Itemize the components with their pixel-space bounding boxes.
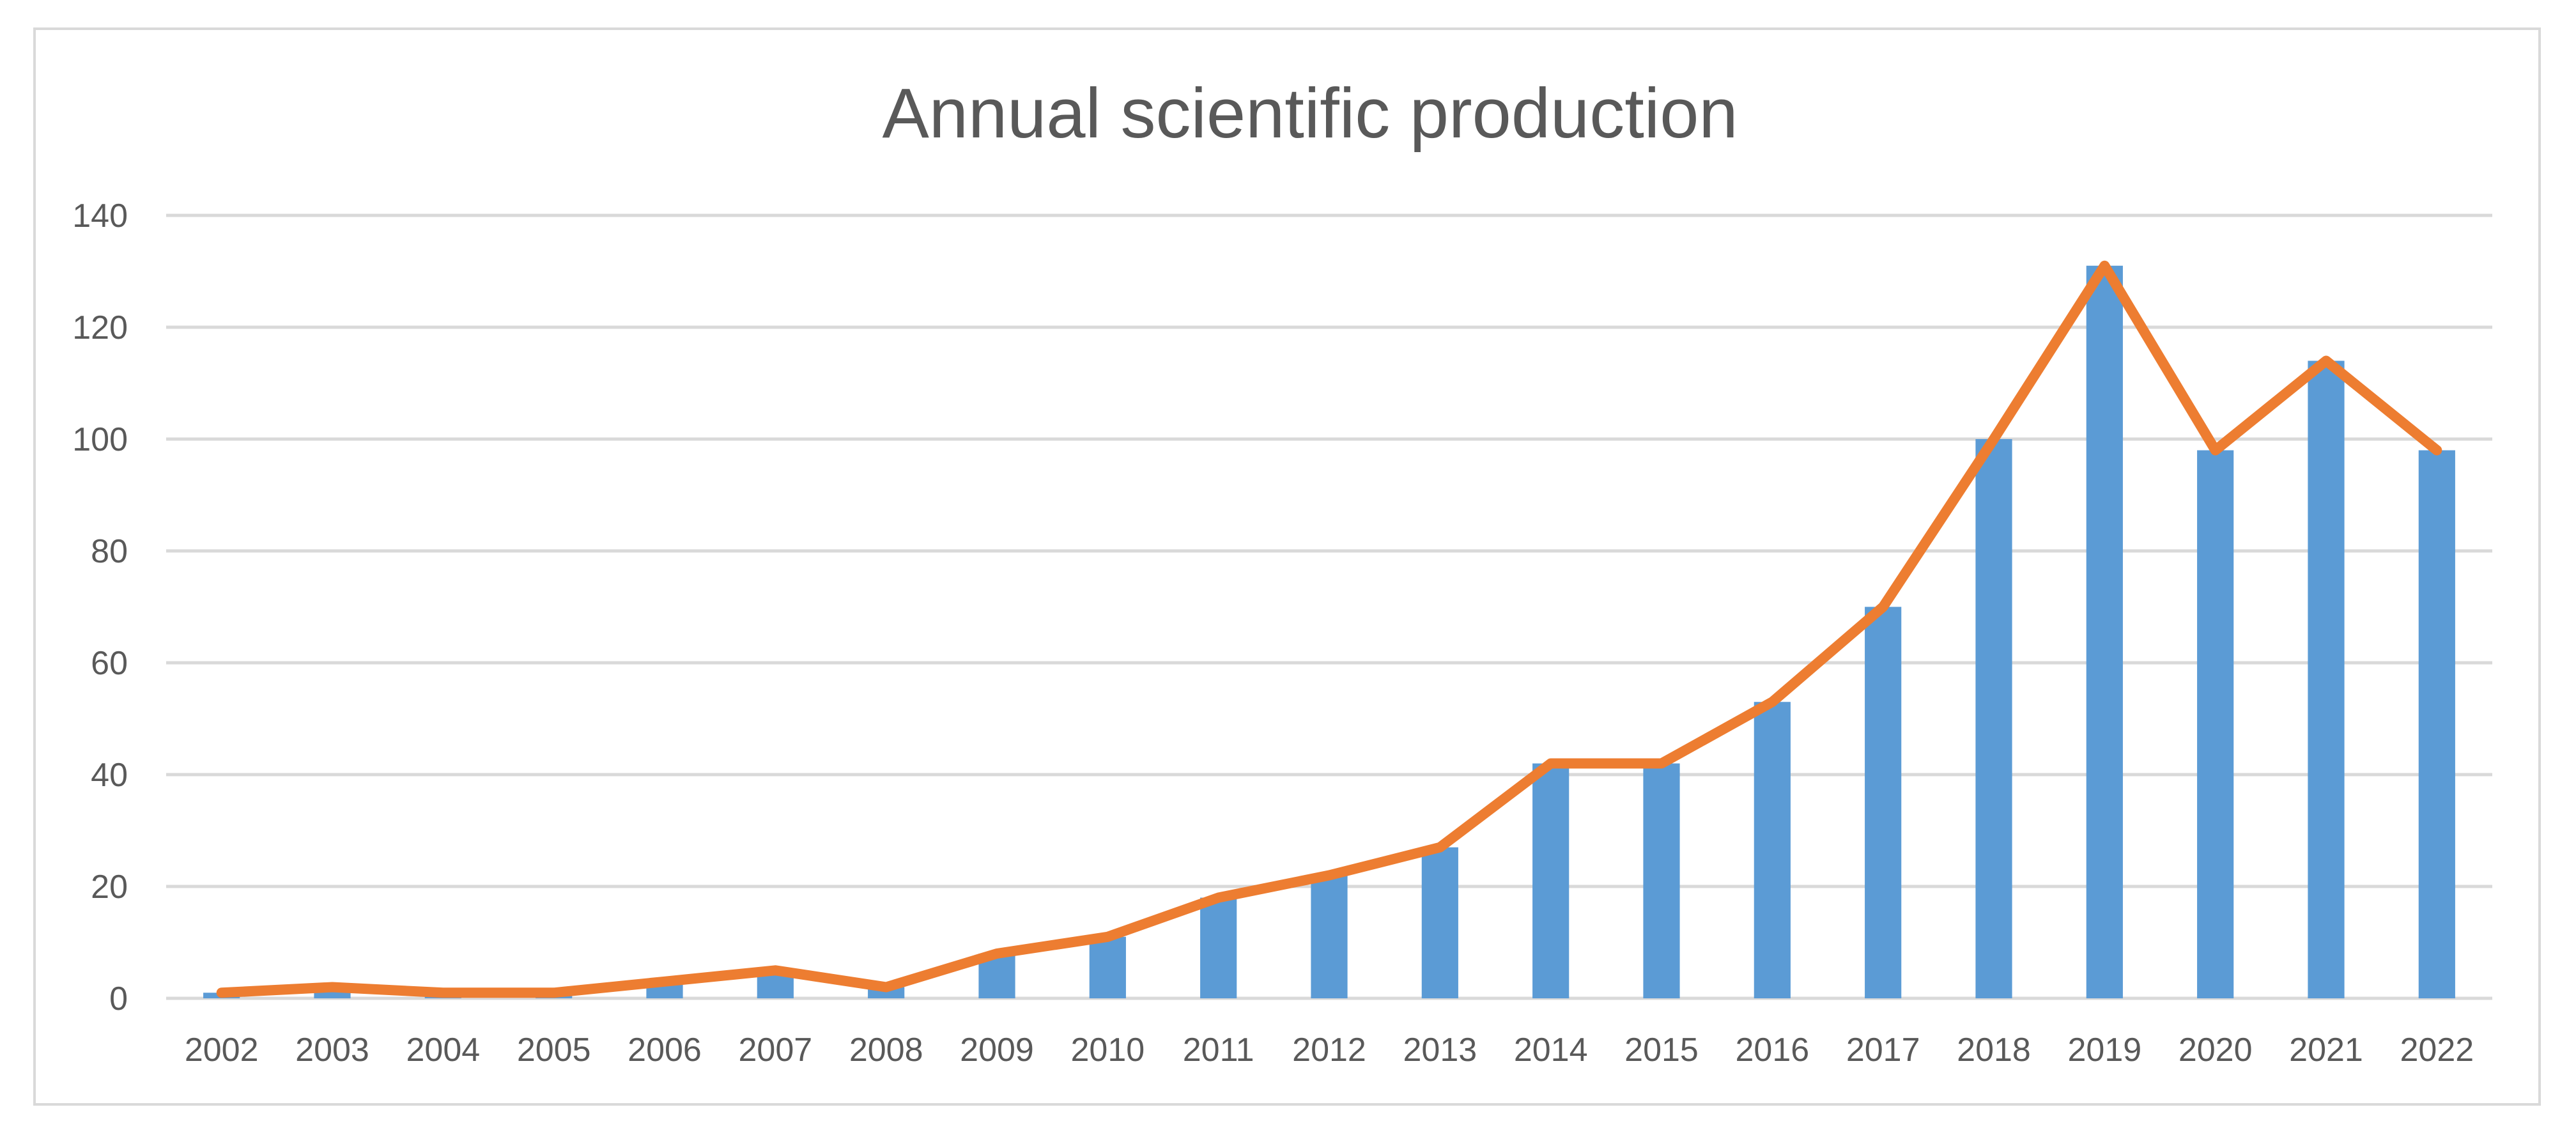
x-tick-label: 2020: [2179, 1032, 2253, 1069]
x-tick-label: 2015: [1624, 1032, 1699, 1069]
bar-2019: [2086, 265, 2123, 998]
x-tick-label: 2014: [1514, 1032, 1588, 1069]
y-tick-label: 120: [72, 309, 128, 346]
x-tick-label: 2005: [517, 1032, 591, 1069]
x-tick-label: 2017: [1846, 1032, 1920, 1069]
chart-title: Annual scientific production: [882, 74, 1738, 153]
bar-2021: [2308, 360, 2345, 998]
x-tick-label: 2022: [2400, 1032, 2474, 1069]
x-tick-label: 2006: [628, 1032, 702, 1069]
y-tick-label: 0: [109, 980, 128, 1017]
x-tick-label: 2013: [1403, 1032, 1477, 1069]
line-series: [216, 260, 2442, 998]
x-tick-label: 2010: [1070, 1032, 1145, 1069]
x-tick-label: 2004: [406, 1032, 480, 1069]
bar-2018: [1975, 439, 2012, 998]
x-tick-label: 2003: [295, 1032, 369, 1069]
x-tick-label: 2012: [1292, 1032, 1366, 1069]
bar-series: [203, 265, 2455, 998]
y-tick-label: 40: [91, 757, 128, 794]
x-tick-label: 2009: [960, 1032, 1034, 1069]
x-tick-label: 2018: [1957, 1032, 2031, 1069]
bar-2020: [2197, 450, 2234, 998]
trend-line: [216, 260, 2442, 998]
x-tick-label: 2002: [185, 1032, 259, 1069]
x-tick-label: 2016: [1735, 1032, 1809, 1069]
y-tick-label: 20: [91, 869, 128, 906]
bar-2016: [1754, 702, 1791, 998]
y-tick-label: 60: [91, 645, 128, 682]
bar-2022: [2418, 450, 2455, 998]
bar-2011: [1200, 897, 1237, 998]
bar-2013: [1421, 847, 1458, 998]
x-tick-label: 2019: [2067, 1032, 2141, 1069]
y-tick-label: 140: [72, 197, 128, 235]
bar-2010: [1089, 936, 1126, 998]
x-tick-label: 2008: [849, 1032, 923, 1069]
x-tick-label: 2011: [1183, 1032, 1254, 1069]
y-tick-label: 80: [91, 533, 128, 570]
bar-2015: [1643, 763, 1680, 998]
x-axis-ticks: 2002 2003 2004 2005 2006 2007 2008 2009 2010 2011…: [185, 1032, 2474, 1069]
y-tick-label: 100: [72, 421, 128, 458]
x-tick-label: 2007: [738, 1032, 812, 1069]
bar-2012: [1311, 875, 1348, 998]
x-tick-label: 2021: [2289, 1032, 2363, 1069]
bar-2014: [1532, 763, 1570, 998]
y-axis-ticks: 0 20 40 60 80 100 120 140: [72, 197, 128, 1017]
chart-frame: [33, 27, 2541, 1106]
bar-2017: [1865, 607, 1902, 998]
